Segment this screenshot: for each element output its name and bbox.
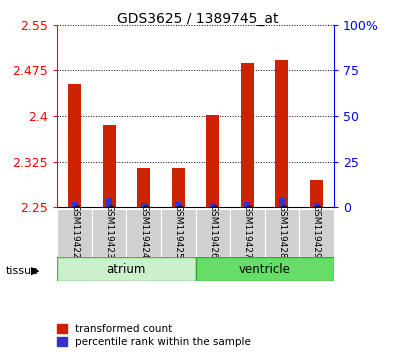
Bar	[275, 60, 288, 207]
Bar	[279, 198, 285, 207]
Bar	[161, 209, 196, 257]
Bar	[310, 180, 323, 207]
Bar	[106, 198, 112, 207]
Text: GSM119428: GSM119428	[277, 204, 286, 259]
Bar	[175, 202, 181, 207]
Bar	[141, 204, 147, 207]
Text: tissue: tissue	[6, 266, 39, 276]
Text: GDS3625 / 1389745_at: GDS3625 / 1389745_at	[117, 12, 278, 27]
Text: GSM119425: GSM119425	[174, 204, 183, 259]
Bar	[241, 63, 254, 207]
Bar	[172, 167, 185, 207]
Text: GSM119429: GSM119429	[312, 204, 321, 259]
Text: GSM119423: GSM119423	[105, 204, 114, 259]
Text: ▶: ▶	[31, 266, 40, 276]
Text: GSM119427: GSM119427	[243, 204, 252, 259]
Text: GSM119424: GSM119424	[139, 205, 148, 259]
Bar	[196, 209, 230, 257]
Bar	[103, 125, 116, 207]
Text: GSM119422: GSM119422	[70, 205, 79, 259]
Bar	[92, 209, 126, 257]
Bar	[206, 115, 219, 207]
Bar	[314, 204, 320, 207]
Text: ventricle: ventricle	[239, 263, 291, 276]
Bar	[57, 257, 196, 281]
Bar	[71, 202, 77, 207]
Text: GSM119426: GSM119426	[208, 204, 217, 259]
Bar	[126, 209, 161, 257]
Text: atrium: atrium	[107, 263, 146, 276]
Bar	[245, 202, 250, 207]
Bar	[57, 209, 92, 257]
Legend: transformed count, percentile rank within the sample: transformed count, percentile rank withi…	[56, 324, 251, 347]
Bar	[137, 167, 150, 207]
Bar	[210, 204, 216, 207]
Bar	[230, 209, 265, 257]
Bar	[299, 209, 334, 257]
Bar	[196, 257, 334, 281]
Bar	[68, 84, 81, 207]
Bar	[265, 209, 299, 257]
